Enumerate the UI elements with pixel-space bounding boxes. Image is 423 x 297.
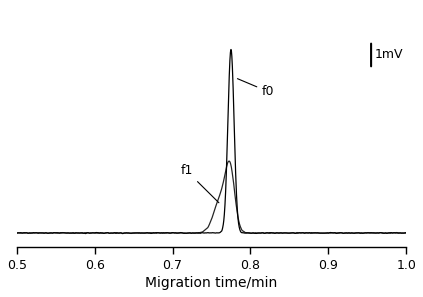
Text: 1mV: 1mV: [375, 48, 404, 61]
Text: f1: f1: [180, 164, 219, 203]
X-axis label: Migration time/min: Migration time/min: [146, 276, 277, 290]
Text: f0: f0: [237, 79, 275, 98]
